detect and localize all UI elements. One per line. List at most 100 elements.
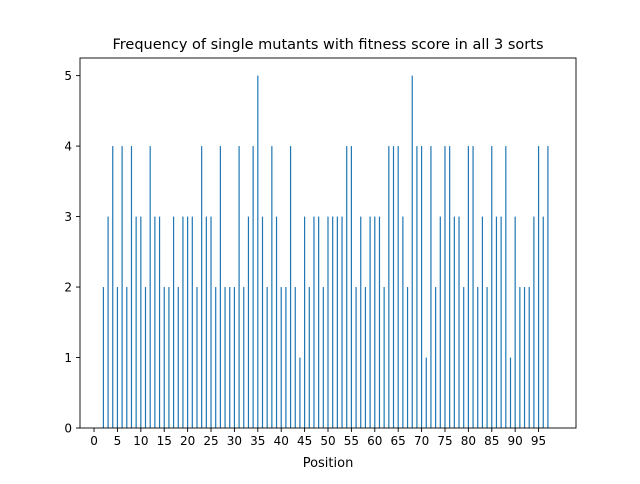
bar	[121, 146, 123, 428]
bar	[233, 287, 236, 428]
bar	[266, 287, 268, 428]
bar	[149, 146, 151, 428]
bar	[477, 287, 479, 428]
y-tick-label: 5	[64, 69, 72, 83]
bar	[257, 75, 259, 429]
bar	[392, 146, 395, 428]
bar	[463, 287, 465, 428]
bar	[289, 146, 292, 428]
bar	[201, 146, 203, 428]
bar	[332, 216, 334, 428]
bar	[369, 216, 371, 428]
bar	[140, 216, 142, 428]
x-tick-label: 85	[484, 434, 499, 448]
bar	[397, 146, 399, 428]
bar	[383, 287, 385, 428]
bar	[163, 287, 165, 428]
bar	[444, 146, 446, 428]
bar	[430, 146, 432, 428]
bar	[425, 357, 427, 428]
bar	[144, 287, 147, 428]
x-tick-label: 60	[367, 434, 382, 448]
bar	[435, 287, 437, 428]
bar	[542, 216, 544, 428]
x-tick-label: 80	[461, 434, 476, 448]
bar	[158, 216, 161, 428]
x-tick-label: 45	[297, 434, 312, 448]
y-tick-label: 4	[64, 140, 72, 154]
bar	[126, 287, 128, 428]
bar	[275, 216, 278, 428]
bar	[299, 357, 301, 428]
bar	[205, 216, 207, 428]
bar	[135, 216, 137, 428]
bar	[481, 216, 484, 428]
bar	[191, 216, 193, 428]
bar	[537, 146, 540, 428]
bar	[252, 146, 254, 428]
bar	[519, 287, 521, 428]
x-tick-label: 15	[157, 434, 172, 448]
bar	[224, 287, 226, 428]
bar	[491, 146, 493, 428]
bar	[107, 216, 109, 428]
bar	[453, 216, 455, 428]
bar	[318, 216, 320, 428]
bar	[304, 216, 306, 428]
x-axis-ticks: 0 5 10 15 20 25 30 35 40 45 50 55 60 65 70 75 80 85 90 95	[90, 428, 546, 448]
bar	[243, 287, 245, 428]
x-tick-label: 0	[90, 434, 98, 448]
bar	[285, 287, 287, 428]
x-tick-label: 70	[414, 434, 429, 448]
bar	[229, 287, 231, 428]
plot-frame	[79, 57, 577, 429]
bar	[327, 216, 329, 428]
bar	[495, 216, 498, 428]
bar	[360, 216, 362, 428]
bar	[261, 216, 264, 428]
bar	[439, 216, 441, 428]
y-tick-label: 0	[64, 422, 72, 436]
bar	[219, 146, 221, 428]
bar	[280, 287, 282, 428]
bar	[336, 216, 338, 428]
bar	[215, 287, 217, 428]
bar	[505, 146, 507, 428]
bar	[458, 216, 460, 428]
bar	[196, 287, 198, 428]
x-tick-label: 20	[180, 434, 195, 448]
bar	[355, 287, 357, 428]
bar	[467, 146, 469, 428]
bar	[374, 216, 376, 428]
bar	[294, 287, 296, 428]
bar	[247, 216, 250, 428]
bar	[116, 287, 119, 428]
bar	[364, 287, 367, 428]
chart-title: Frequency of single mutants with fitness…	[113, 37, 544, 53]
x-axis-label: Position	[303, 456, 354, 471]
bar	[416, 146, 418, 428]
bar	[514, 216, 516, 428]
x-tick-label: 35	[250, 434, 265, 448]
y-tick-label: 1	[64, 351, 72, 365]
bar	[238, 146, 240, 428]
x-tick-label: 90	[508, 434, 523, 448]
bar	[322, 287, 324, 428]
y-tick-label: 3	[64, 210, 72, 224]
bar	[509, 357, 512, 428]
bar	[472, 146, 474, 428]
x-tick-label: 75	[437, 434, 452, 448]
bar	[486, 287, 488, 428]
bar	[102, 287, 104, 428]
x-tick-label: 40	[274, 434, 289, 448]
bar	[308, 287, 310, 428]
bar	[350, 146, 352, 428]
bar	[547, 146, 549, 428]
bars-group	[102, 75, 549, 429]
bar	[346, 146, 348, 428]
bar	[420, 146, 423, 428]
bar	[177, 287, 179, 428]
bar	[168, 287, 170, 428]
